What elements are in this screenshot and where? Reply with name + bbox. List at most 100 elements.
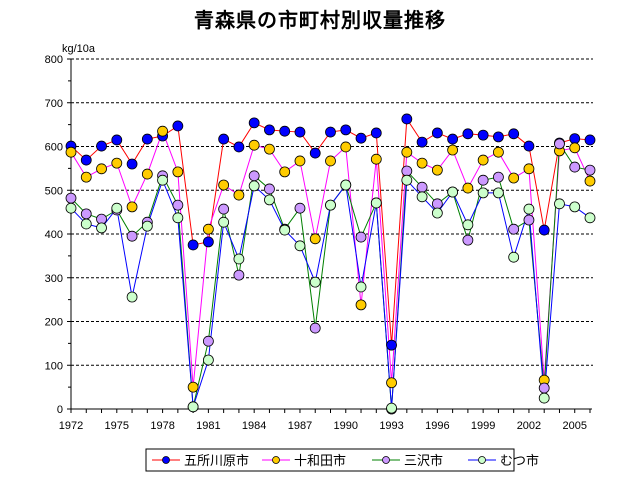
data-point (416, 157, 428, 169)
data-point (264, 124, 275, 136)
data-point (355, 231, 367, 243)
data-point (584, 134, 596, 146)
data-point (172, 199, 184, 211)
data-point (523, 214, 535, 226)
legend-marker (162, 456, 170, 464)
data-point (294, 126, 306, 138)
data-point (386, 377, 397, 389)
legend-label: 三沢市 (404, 453, 443, 469)
data-point (279, 166, 291, 178)
data-point (493, 131, 504, 143)
data-point (294, 202, 306, 214)
x-tick-label: 1996 (425, 420, 449, 432)
data-point (386, 402, 397, 414)
data-point (355, 281, 367, 293)
data-point (569, 142, 581, 154)
data-point (508, 223, 520, 235)
data-point (157, 125, 168, 137)
data-point (431, 164, 443, 176)
data-point (172, 166, 184, 178)
y-tick-label: 500 (45, 185, 63, 197)
data-point (462, 219, 474, 231)
x-tick-label: 1975 (105, 420, 129, 432)
y-tick-label: 600 (45, 142, 63, 154)
data-point (264, 143, 275, 155)
x-tick-label: 2005 (562, 420, 586, 432)
data-point (416, 191, 428, 203)
data-point (508, 172, 520, 184)
legend-label: 十和田市 (294, 453, 346, 469)
data-point (462, 128, 474, 140)
data-point (401, 146, 413, 158)
data-point (233, 189, 245, 201)
data-point (202, 236, 214, 248)
data-point (325, 199, 336, 211)
data-point (202, 354, 214, 366)
data-point (462, 182, 474, 194)
data-point (447, 186, 459, 198)
data-point (309, 276, 321, 288)
data-point (340, 124, 352, 136)
data-point (538, 382, 550, 394)
data-point (264, 183, 275, 195)
data-point (218, 216, 230, 228)
data-point (187, 239, 199, 251)
data-point (294, 240, 306, 252)
data-point (309, 322, 321, 334)
x-tick-label: 1990 (334, 420, 358, 432)
data-point (584, 175, 596, 187)
data-point (80, 154, 92, 166)
data-point (370, 197, 382, 209)
y-tick-label: 200 (45, 317, 63, 329)
data-point (65, 202, 77, 214)
data-point (126, 201, 138, 213)
data-point (96, 222, 107, 234)
data-point (187, 381, 199, 393)
data-point (569, 201, 581, 213)
data-point (111, 157, 123, 169)
legend-marker (478, 456, 486, 464)
data-point (416, 136, 428, 148)
data-point (523, 203, 535, 215)
data-point (126, 291, 138, 303)
data-point (493, 187, 504, 199)
data-point (431, 198, 443, 210)
data-point (80, 218, 92, 230)
data-point (233, 253, 245, 265)
data-point (233, 269, 245, 281)
data-point (340, 179, 352, 191)
data-point (538, 224, 550, 236)
data-point (111, 202, 123, 214)
x-tick-label: 1999 (471, 420, 495, 432)
data-point (569, 161, 581, 173)
x-tick-label: 1972 (59, 420, 83, 432)
x-tick-label: 1993 (379, 420, 403, 432)
data-point (386, 339, 397, 351)
data-point (401, 165, 413, 177)
data-point (65, 192, 77, 204)
y-axis-label: kg/10a (62, 43, 96, 55)
y-tick-label: 100 (45, 360, 63, 372)
data-point (584, 164, 596, 176)
legend-label: むつ市 (500, 453, 539, 469)
data-point (96, 140, 107, 152)
data-point (294, 155, 306, 167)
chart-title: 青森県の市町村別収量推移 (194, 8, 446, 32)
data-point (126, 158, 138, 170)
x-tick-label: 1987 (288, 420, 312, 432)
data-point (370, 153, 382, 165)
data-point (477, 174, 489, 186)
data-point (340, 141, 352, 153)
data-point (248, 117, 260, 129)
data-point (172, 120, 184, 132)
data-point (325, 126, 336, 138)
legend-marker (382, 456, 390, 464)
y-tick-label: 0 (57, 404, 63, 416)
y-tick-label: 300 (45, 273, 63, 285)
y-tick-label: 800 (45, 54, 63, 66)
data-point (401, 174, 413, 186)
series-line (70, 178, 591, 409)
data-point (218, 179, 230, 191)
